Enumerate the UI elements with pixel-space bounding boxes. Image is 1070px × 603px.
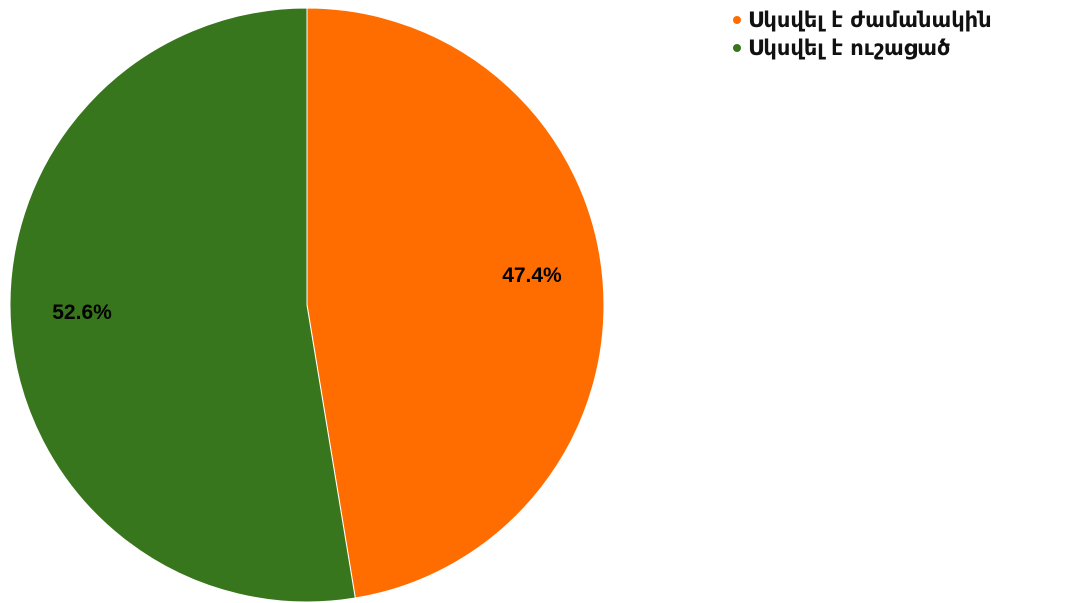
- legend-item-delayed: Սկսվել է ուշացած: [733, 34, 992, 62]
- legend-label-delayed: Սկսվել է ուշացած: [748, 36, 951, 60]
- data-label-delayed: 52.6%: [52, 301, 112, 324]
- legend-label-on-time: Սկսվել է ժամանակին: [748, 8, 992, 32]
- legend-item-on-time: Սկսվել է ժամանակին: [733, 6, 992, 34]
- pie-slice-on-time: [306, 7, 605, 599]
- chart-legend: Սկսվել է ժամանակին Սկսվել է ուշացած: [733, 6, 992, 62]
- data-label-on-time: 47.4%: [502, 264, 562, 287]
- legend-marker-delayed: [733, 44, 741, 52]
- legend-marker-on-time: [733, 16, 741, 24]
- pie-slice-delayed: [9, 7, 356, 603]
